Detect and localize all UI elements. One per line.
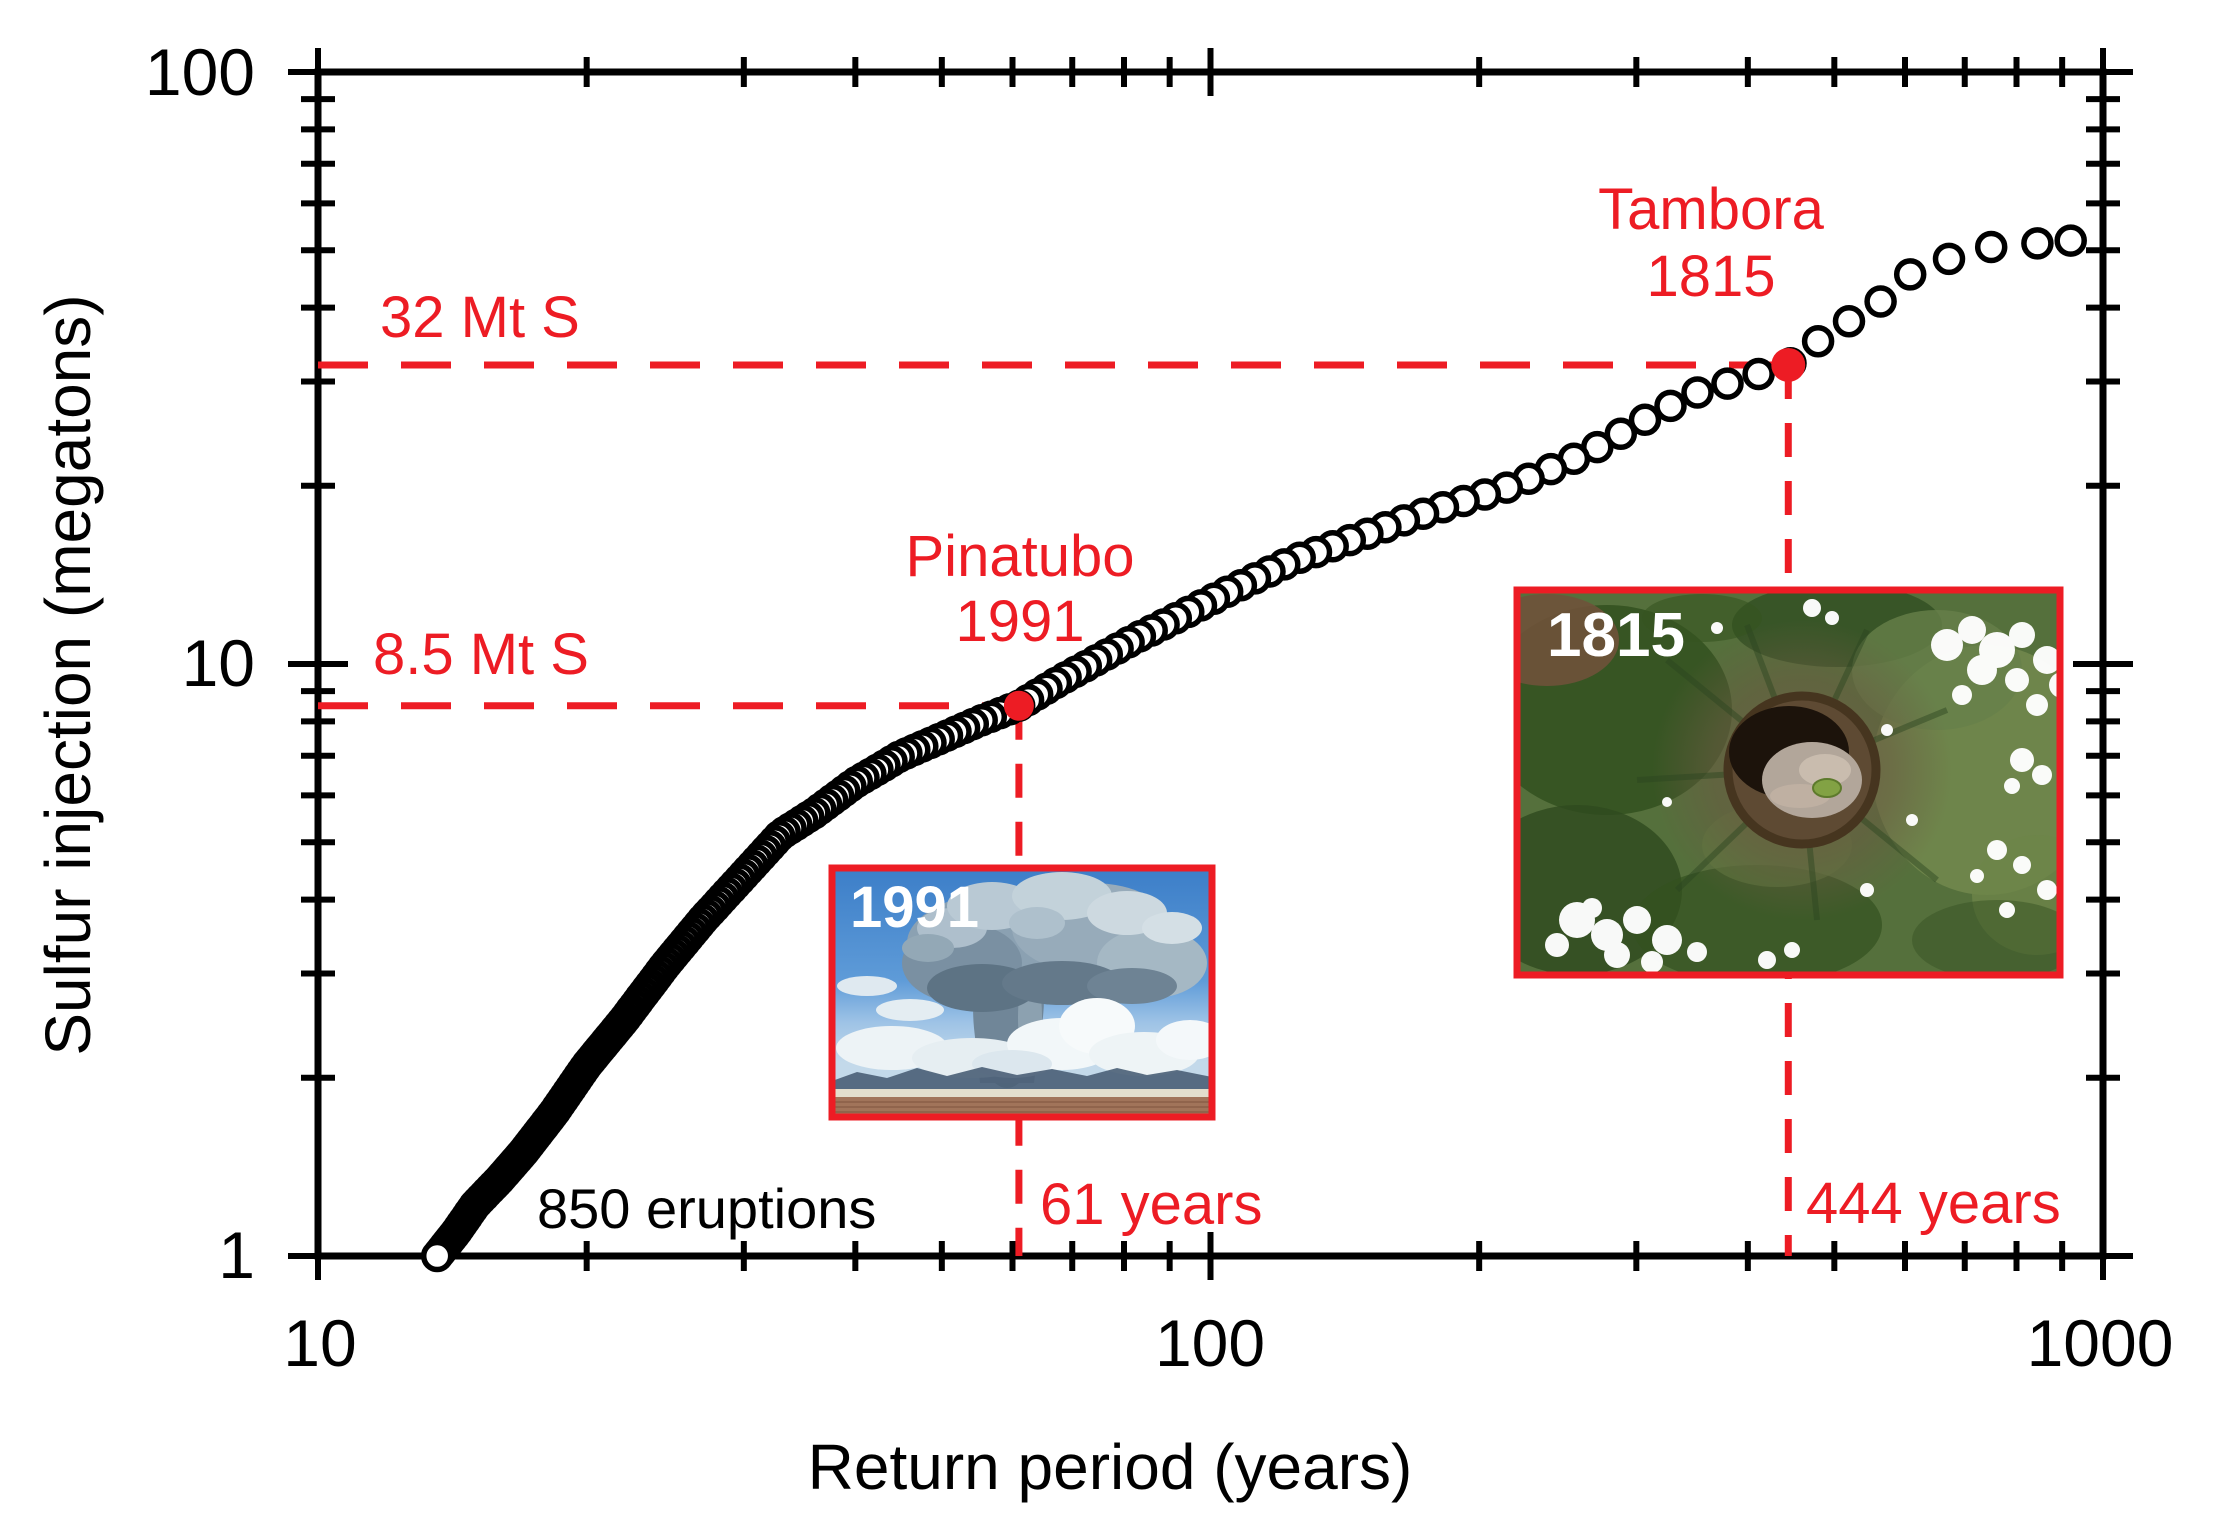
clouds [1545,599,2060,973]
inset-1815-label: 1815 [1547,601,1685,670]
y-axis-title: Sulfur injection (megatons) [32,294,104,1056]
reference-dashed-lines [318,361,1792,1256]
y-tick-10: 10 [181,626,255,700]
pinatubo-inset-border [828,864,1216,1121]
inset-1991-label: 1991 [850,875,980,940]
years-444-label: 444 years [1806,1171,2061,1236]
years-61-label: 61 years [1040,1172,1263,1237]
tambora-inset-border [1513,586,2064,979]
caldera [1723,691,1881,849]
crater-lake [1812,778,1842,798]
tambora-label: Tambora 1815 [1501,176,1921,310]
sulfur-32-label: 32 Mt S [380,285,580,350]
y-tick-100: 100 [144,35,255,109]
eruption-markers [420,224,2087,1273]
x-tick-10: 10 [283,1306,357,1380]
x-axis-title: Return period (years) [807,1431,1413,1503]
y-tick-1: 1 [218,1218,255,1292]
axes [288,48,2133,1280]
pinatubo-name: Pinatubo [905,524,1135,589]
pinatubo-label: Pinatubo 1991 [820,524,1220,654]
pinatubo-inset-photo [828,864,1216,1121]
x-tick-1000: 1000 [2026,1306,2174,1380]
pinatubo-year: 1991 [955,589,1085,654]
mountain-ridge [832,1067,1212,1094]
highlight-dots [1003,347,1806,721]
sulfur-85-label: 8.5 Mt S [373,622,589,687]
ash-plume [902,872,1207,1088]
x-tick-100: 100 [1154,1306,1266,1380]
tambora-inset-photo [1513,586,2064,979]
tambora-year: 1815 [1646,244,1776,309]
eruption-count-label: 850 eruptions [537,1177,877,1240]
settlement-strip [832,1089,1212,1099]
tambora-name: Tambora [1598,177,1824,242]
cumulus-clouds [836,976,1212,1078]
